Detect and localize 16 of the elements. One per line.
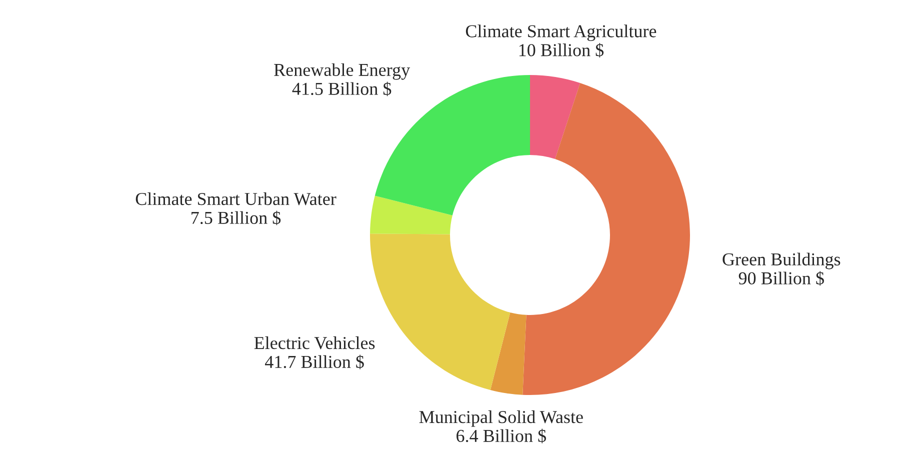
data-label: 41.7 Billion $	[265, 354, 364, 370]
donut-slice	[490, 312, 526, 395]
slice-label: Climate Smart Agriculture	[466, 24, 656, 42]
data-label: 90 Billion $	[738, 271, 824, 286]
data-label: 7.5 Billion $	[192, 210, 281, 226]
donut-slice	[530, 75, 580, 160]
donut-slice	[370, 196, 452, 234]
slice-label: Municipal Solid Waste	[419, 410, 583, 427]
slice-label: Renewable Energy	[274, 63, 410, 80]
donut-slice	[522, 83, 690, 395]
data-label: 10 Billion $	[519, 43, 604, 58]
data-label: 6.4 Billion $	[456, 428, 546, 444]
slice-label: Electric Vehicles	[254, 336, 375, 350]
slice-label: Climate Smart Urban Water	[136, 192, 336, 206]
data-label: 41.5 Billion $	[292, 82, 392, 96]
slice-label: Green Buildings	[722, 252, 840, 270]
